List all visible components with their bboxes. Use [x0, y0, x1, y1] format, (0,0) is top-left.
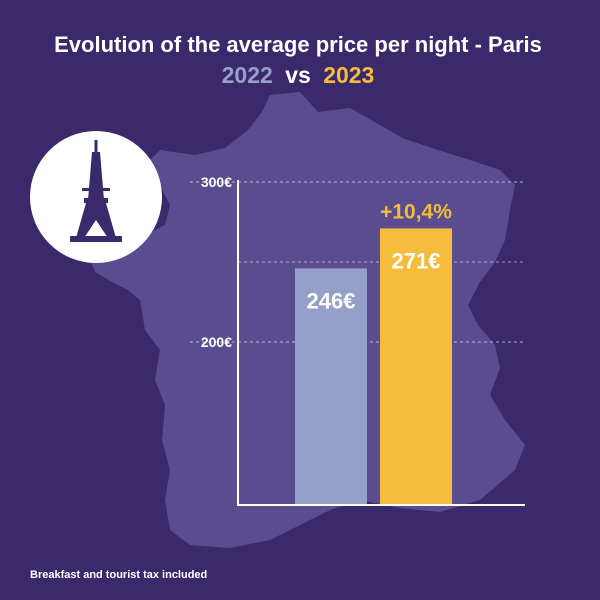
chart-title: Evolution of the average price per night…: [54, 32, 542, 57]
change-label: +10,4%: [380, 200, 452, 223]
y-tick-label-200: 200€: [201, 334, 232, 350]
subtitle-vs: vs: [285, 62, 311, 88]
eiffel-badge: [30, 131, 162, 263]
y-tick-label-300: 300€: [201, 174, 232, 190]
eiffel-tower-icon: [70, 140, 122, 242]
bar-value-label-2022: 246€: [307, 288, 356, 313]
plot-area: 200€ 300€ 246€ 271€ +10,4%: [190, 174, 525, 506]
bar-2023: [380, 228, 452, 505]
subtitle-year-b: 2023: [323, 62, 374, 88]
subtitle-year-a: 2022: [222, 62, 273, 88]
bar-2022: [295, 268, 367, 505]
footnote: Breakfast and tourist tax included: [30, 569, 207, 581]
chart-subtitle: 2022 vs 2023: [222, 62, 375, 88]
bar-value-label-2023: 271€: [392, 248, 441, 273]
